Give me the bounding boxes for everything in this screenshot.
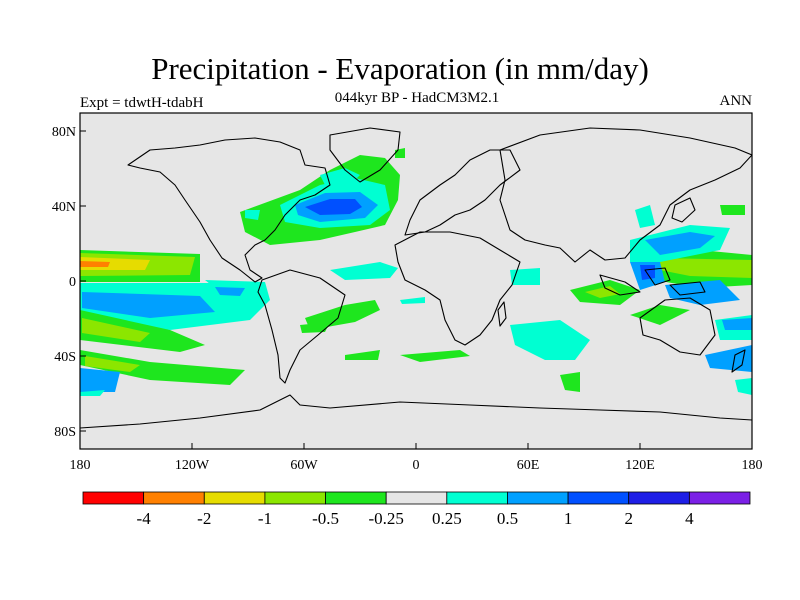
coastline-madagascar bbox=[497, 301, 507, 327]
anomaly-patch bbox=[400, 297, 425, 304]
anomaly-patch bbox=[560, 372, 580, 392]
anomaly-patch bbox=[82, 292, 215, 318]
lat-tick-label: 40S bbox=[54, 350, 76, 365]
coastline-islands bbox=[644, 267, 671, 286]
anomaly-patch bbox=[640, 265, 655, 280]
colorbar: -4 -2 -1 -0.5 -0.25 0.25 0.5 1 2 4 bbox=[82, 491, 751, 528]
colorbar-label: -0.5 bbox=[312, 509, 339, 528]
coastline-south-america bbox=[257, 269, 346, 384]
colorbar-swatch bbox=[82, 491, 145, 505]
colorbar-label: 2 bbox=[624, 509, 633, 528]
anomaly-patch bbox=[630, 305, 690, 325]
colorbar-swatch bbox=[446, 491, 508, 505]
coastline-antarctica bbox=[80, 394, 752, 429]
lon-tick-label: 60W bbox=[290, 458, 318, 473]
lon-tick-label: 120W bbox=[175, 458, 210, 473]
latitude-axis: 80N 40N 0 40S 80S bbox=[52, 125, 86, 440]
lon-tick-label: 60E bbox=[517, 458, 540, 473]
lat-tick-label: 80S bbox=[54, 425, 76, 440]
colorbar-label: 4 bbox=[685, 509, 694, 528]
anomaly-patch bbox=[80, 390, 105, 396]
anomaly-patch bbox=[80, 350, 245, 385]
anomaly-patch bbox=[510, 320, 590, 360]
coastline-new-zealand bbox=[731, 349, 746, 373]
coastline-greenland bbox=[329, 127, 401, 183]
anomaly-patch bbox=[400, 350, 470, 362]
anomaly-patch bbox=[80, 368, 120, 392]
colorbar-label: 0.5 bbox=[497, 509, 518, 528]
season-label: ANN bbox=[719, 93, 753, 109]
colorbar-swatch bbox=[688, 491, 751, 505]
anomaly-patch bbox=[320, 168, 360, 185]
lon-tick-label: 180 bbox=[742, 458, 763, 473]
colorbar-label: -4 bbox=[137, 509, 152, 528]
coastline-islands bbox=[669, 281, 706, 296]
anomaly-patch bbox=[80, 310, 205, 352]
anomaly-patch bbox=[245, 210, 260, 220]
anomaly-patch bbox=[510, 268, 540, 285]
colorbar-label: -0.25 bbox=[368, 509, 403, 528]
anomaly-patch bbox=[660, 258, 752, 278]
coastline-australia bbox=[639, 297, 716, 356]
colorbar-swatch bbox=[385, 491, 448, 505]
anomaly-patch bbox=[722, 318, 752, 330]
colorbar-swatch bbox=[203, 491, 266, 505]
coastline-japan bbox=[671, 197, 696, 223]
anomaly-patch bbox=[215, 287, 245, 296]
anomaly-patch bbox=[720, 205, 745, 215]
colorbar-label: -1 bbox=[258, 509, 272, 528]
colorbar-label: -2 bbox=[197, 509, 211, 528]
anomaly-patch bbox=[85, 356, 140, 372]
coastline-europe bbox=[404, 149, 521, 236]
colorbar-swatch bbox=[264, 491, 326, 505]
figure-title: Precipitation - Evaporation (in mm/day) bbox=[151, 51, 649, 86]
colorbar-swatch bbox=[143, 491, 205, 505]
lat-tick-label: 0 bbox=[69, 275, 76, 290]
coastline-africa bbox=[394, 231, 521, 346]
anomaly-patch bbox=[345, 350, 380, 360]
colorbar-swatch bbox=[567, 491, 630, 505]
coastline-north-america bbox=[127, 137, 331, 283]
colorbar-swatch bbox=[507, 491, 569, 505]
anomaly-patch bbox=[305, 300, 380, 330]
experiment-label: Expt = tdwtH-tdabH bbox=[80, 95, 204, 111]
lon-tick-label: 120E bbox=[625, 458, 655, 473]
anomaly-patch bbox=[305, 199, 362, 215]
coastlines bbox=[80, 127, 752, 429]
colorbar-swatch bbox=[628, 491, 690, 505]
lon-tick-label: 0 bbox=[413, 458, 420, 473]
colorbar-label: 0.25 bbox=[432, 509, 462, 528]
lon-tick-label: 180 bbox=[70, 458, 91, 473]
anomaly-patch bbox=[585, 286, 620, 298]
colorbar-swatch bbox=[325, 491, 387, 505]
lat-tick-label: 80N bbox=[52, 125, 76, 140]
anomaly-patch bbox=[80, 261, 110, 267]
anomaly-patch bbox=[635, 205, 655, 228]
anomaly-patch bbox=[330, 262, 398, 280]
lat-tick-label: 40N bbox=[52, 200, 76, 215]
longitude-axis: 180 120W 60W 0 60E 120E 180 bbox=[70, 443, 763, 473]
colorbar-label: 1 bbox=[564, 509, 573, 528]
anomaly-patch bbox=[82, 318, 150, 342]
coastline-asia bbox=[499, 127, 752, 263]
anomaly-patch bbox=[645, 232, 715, 255]
anomaly-patch bbox=[735, 378, 752, 395]
anomaly-patch bbox=[705, 345, 752, 372]
anomaly-patch bbox=[300, 322, 330, 333]
coastline-islands bbox=[599, 274, 641, 296]
anomaly-fields bbox=[80, 148, 752, 396]
figure-subtitle: 044kyr BP - HadCM3M2.1 bbox=[334, 90, 500, 106]
